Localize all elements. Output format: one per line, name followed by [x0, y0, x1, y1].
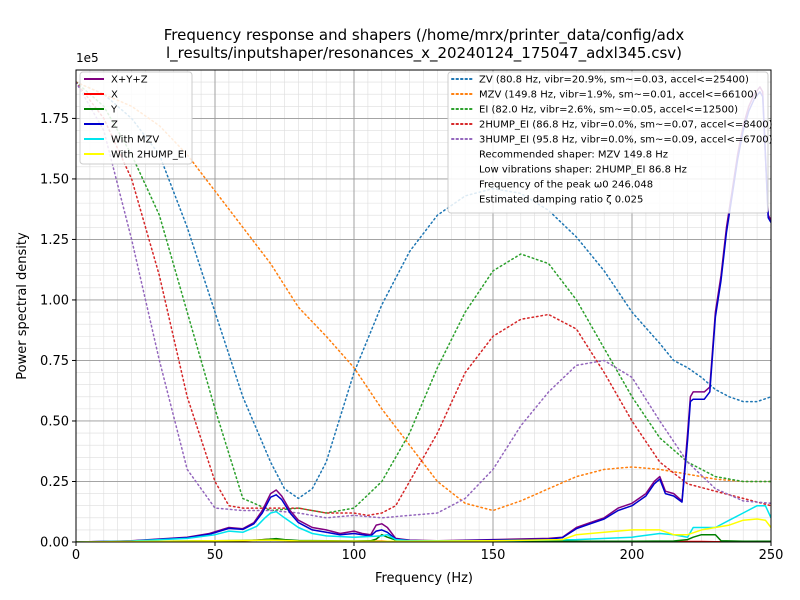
chart-title-line2: l_results/inputshaper/resonances_x_20240… [166, 44, 682, 63]
legend-entry: ZV (80.8 Hz, vibr=20.9%, sm~=0.03, accel… [479, 75, 749, 86]
series-line-5 [76, 518, 771, 542]
y-tick-label: 1.00 [40, 293, 69, 308]
x-tick-label: 250 [759, 548, 784, 563]
x-tick-label: 150 [481, 548, 506, 563]
series-line-3 [76, 91, 771, 542]
y-offset-label: 1e5 [76, 51, 99, 65]
y-tick-label: 1.25 [40, 233, 69, 248]
legend-note: Estimated damping ratio ζ 0.025 [479, 195, 643, 206]
x-axis-label: Frequency (Hz) [375, 571, 473, 586]
chart-title-line1: Frequency response and shapers (/home/mr… [164, 26, 685, 45]
legend-entry: 3HUMP_EI (95.8 Hz, vibr=0.0%, sm~=0.09, … [479, 135, 773, 146]
axis-ticks: 0 50 100 150 200 250 0.00 0.25 0.50 0.75 1.00 1.25 1… [40, 112, 783, 563]
shaper-legend: ZV (80.8 Hz, vibr=20.9%, sm~=0.03, accel… [447, 71, 773, 214]
x-tick-label: 200 [620, 548, 645, 563]
legend-note: Recommended shaper: MZV 149.8 Hz [479, 150, 668, 161]
y-tick-label: 0.00 [40, 536, 69, 551]
legend-entry: Y [110, 105, 118, 116]
legend-entry: Z [111, 120, 118, 131]
x-tick-label: 100 [342, 548, 367, 563]
x-tick-label: 50 [207, 548, 224, 563]
legend-note: Frequency of the peak ω0 246.048 [479, 180, 653, 191]
shaper-legend-box [447, 71, 769, 214]
legend-entry: X+Y+Z [111, 75, 148, 86]
y-tick-label: 0.25 [40, 475, 69, 490]
legend-entry: 2HUMP_EI (86.8 Hz, vibr=0.0%, sm~=0.07, … [479, 120, 773, 131]
y-tick-label: 0.50 [40, 414, 69, 429]
plot-frame [75, 69, 772, 543]
series-line-4 [76, 504, 771, 542]
legend-entry: With MZV [111, 135, 159, 146]
y-axis-label: Power spectral density [15, 232, 30, 380]
psd-legend: X+Y+Z XYZ With MZV With 2HUMP_EI [79, 71, 193, 165]
series-line-8 [76, 81, 771, 514]
psd-legend-box [79, 71, 193, 165]
y-tick-label: 1.75 [40, 112, 69, 127]
x-tick-label: 0 [72, 548, 80, 563]
y-tick-label: 0.75 [40, 354, 69, 369]
legend-entry: X [111, 90, 118, 101]
series-line-10 [76, 81, 771, 519]
y-tick-label: 1.50 [40, 172, 69, 187]
legend-entry: EI (82.0 Hz, vibr=2.6%, sm~=0.05, accel<… [479, 105, 738, 116]
legend-note: Low vibrations shaper: 2HUMP_EI 86.8 Hz [479, 165, 687, 176]
legend-entry: MZV (149.8 Hz, vibr=1.9%, sm~=0.01, acce… [479, 90, 758, 101]
series-line-7 [76, 81, 771, 512]
legend-entry: With 2HUMP_EI [111, 150, 187, 161]
series-line-9 [76, 81, 771, 517]
